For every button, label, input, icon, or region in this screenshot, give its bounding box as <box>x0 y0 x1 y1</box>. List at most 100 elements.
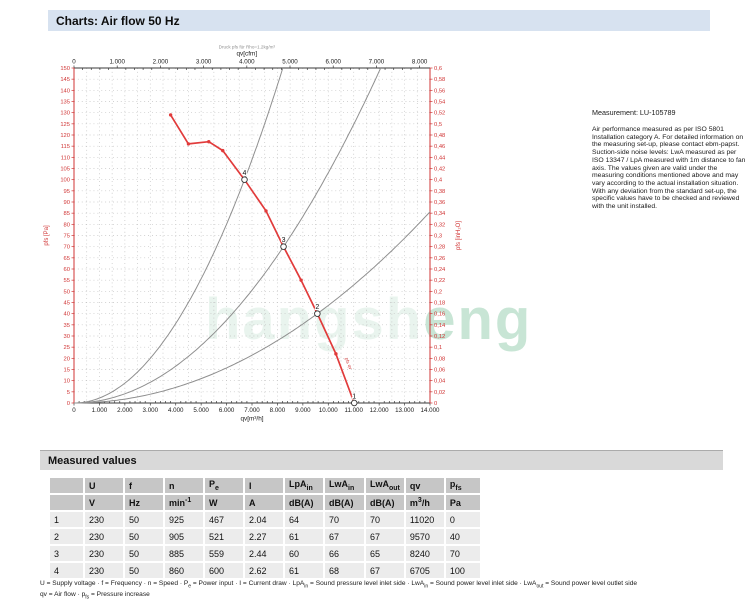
svg-text:95: 95 <box>64 189 70 195</box>
measured-values-header: Measured values <box>40 450 723 470</box>
svg-text:0,42: 0,42 <box>434 167 445 173</box>
svg-text:10: 10 <box>64 379 70 385</box>
measurement-id: Measurement: LU-105789 <box>592 108 676 117</box>
table-row: 2 230 50 905 521 2.27 61 67 67 9570 40 <box>50 529 480 544</box>
svg-text:0,36: 0,36 <box>434 200 445 206</box>
svg-text:Druck pfs für Rho=1.2kg/m³: Druck pfs für Rho=1.2kg/m³ <box>219 45 276 50</box>
svg-text:0,1: 0,1 <box>434 345 442 351</box>
svg-text:125: 125 <box>60 122 70 128</box>
svg-text:12.000: 12.000 <box>370 407 389 414</box>
measured-values-title: Measured values <box>48 454 137 467</box>
svg-text:50: 50 <box>64 289 70 295</box>
svg-text:70: 70 <box>64 245 70 251</box>
table-cell: 70 <box>366 512 404 527</box>
svg-text:4.000: 4.000 <box>168 407 184 414</box>
table-cell: 467 <box>205 512 243 527</box>
svg-text:7.000: 7.000 <box>244 407 260 414</box>
svg-text:45: 45 <box>64 301 70 307</box>
table-cell: 2 <box>50 529 83 544</box>
svg-text:20: 20 <box>64 356 70 362</box>
table-cell: 2.27 <box>245 529 283 544</box>
table-header-cell: U <box>85 478 123 493</box>
svg-text:qv[m³/h]: qv[m³/h] <box>240 416 263 423</box>
table-cell: 2.44 <box>245 546 283 561</box>
svg-text:0: 0 <box>72 407 76 414</box>
svg-text:1.000: 1.000 <box>109 59 125 66</box>
svg-text:135: 135 <box>60 100 70 106</box>
measurement-note: Measurement: LU-105789 Air performance m… <box>592 108 747 211</box>
watermark: hangsheng <box>205 286 532 353</box>
table-header-cell: m3/h <box>405 495 444 510</box>
svg-text:6.000: 6.000 <box>325 59 341 66</box>
svg-text:pfs qv: pfs qv <box>344 357 353 371</box>
table-cell: 50 <box>125 563 163 578</box>
table-cell: 230 <box>85 563 123 578</box>
svg-text:30: 30 <box>64 334 70 340</box>
table-cell: 61 <box>285 529 323 544</box>
table-cell: 230 <box>85 512 123 527</box>
svg-text:0,46: 0,46 <box>434 144 445 150</box>
svg-text:0,58: 0,58 <box>434 77 445 83</box>
table-cell: 230 <box>85 529 123 544</box>
footnote: U = Supply voltage · f = Frequency · n =… <box>40 580 740 601</box>
svg-text:0,44: 0,44 <box>434 155 446 161</box>
svg-text:3.000: 3.000 <box>143 407 159 414</box>
svg-text:35: 35 <box>64 323 70 329</box>
svg-text:0,48: 0,48 <box>434 133 445 139</box>
table-header-cell: n <box>165 478 203 493</box>
svg-text:3: 3 <box>282 237 286 244</box>
svg-text:2: 2 <box>315 304 319 311</box>
svg-text:120: 120 <box>60 133 70 139</box>
table-header-cell: Pe <box>205 478 243 493</box>
table-cell: 67 <box>366 529 404 544</box>
svg-text:0,3: 0,3 <box>434 234 442 240</box>
watermark-text-right: eng <box>423 287 533 352</box>
table-cell: 2.04 <box>245 512 283 527</box>
table-header-cell: dB(A) <box>366 495 404 510</box>
svg-text:0,2: 0,2 <box>434 289 442 295</box>
table-cell: 3 <box>50 546 83 561</box>
svg-text:qv[cfm]: qv[cfm] <box>237 51 258 58</box>
table-cell: 50 <box>125 529 163 544</box>
svg-text:0,28: 0,28 <box>434 245 445 251</box>
table-row: 3 230 50 885 559 2.44 60 66 65 8240 70 <box>50 546 480 561</box>
table-cell: 230 <box>85 546 123 561</box>
table-header-cell: LpAin <box>285 478 323 493</box>
svg-text:100: 100 <box>60 178 70 184</box>
svg-text:130: 130 <box>60 111 70 117</box>
svg-text:0,26: 0,26 <box>434 256 445 262</box>
table-body: 1 230 50 925 467 2.04 64 70 70 11020 0 2 230 50 905 521… <box>50 512 480 578</box>
table-cell: 50 <box>125 512 163 527</box>
table-header-cell: min-1 <box>165 495 203 510</box>
page-title-bar: Charts: Air flow 50 Hz <box>48 10 710 31</box>
svg-text:5: 5 <box>67 390 70 396</box>
svg-text:0,56: 0,56 <box>434 88 445 94</box>
svg-text:0: 0 <box>434 401 437 407</box>
footnote-line-2: qv = Air flow · pfs = Pressure increase <box>40 590 150 600</box>
svg-text:55: 55 <box>64 278 70 284</box>
svg-text:5.000: 5.000 <box>282 59 298 66</box>
svg-text:105: 105 <box>60 167 70 173</box>
svg-text:11.000: 11.000 <box>344 407 363 414</box>
table-header-cell <box>50 495 83 510</box>
table-cell: 860 <box>165 563 203 578</box>
svg-text:8.000: 8.000 <box>412 59 428 66</box>
svg-text:90: 90 <box>64 200 70 206</box>
table-cell: 61 <box>285 563 323 578</box>
svg-text:6.000: 6.000 <box>219 407 235 414</box>
svg-text:0,6: 0,6 <box>434 66 442 72</box>
table-cell: 9570 <box>405 529 444 544</box>
table-header-cell: Hz <box>125 495 163 510</box>
footnote-line-1: U = Supply voltage · f = Frequency · n =… <box>40 580 638 590</box>
svg-text:2.000: 2.000 <box>117 407 133 414</box>
svg-text:110: 110 <box>61 155 70 161</box>
svg-text:7.000: 7.000 <box>369 59 385 66</box>
svg-text:0,08: 0,08 <box>434 356 445 362</box>
table-cell: 1 <box>50 512 83 527</box>
table-cell: 521 <box>205 529 243 544</box>
svg-text:60: 60 <box>64 267 70 273</box>
table-header-cell: A <box>245 495 283 510</box>
table-cell: 2.62 <box>245 563 283 578</box>
